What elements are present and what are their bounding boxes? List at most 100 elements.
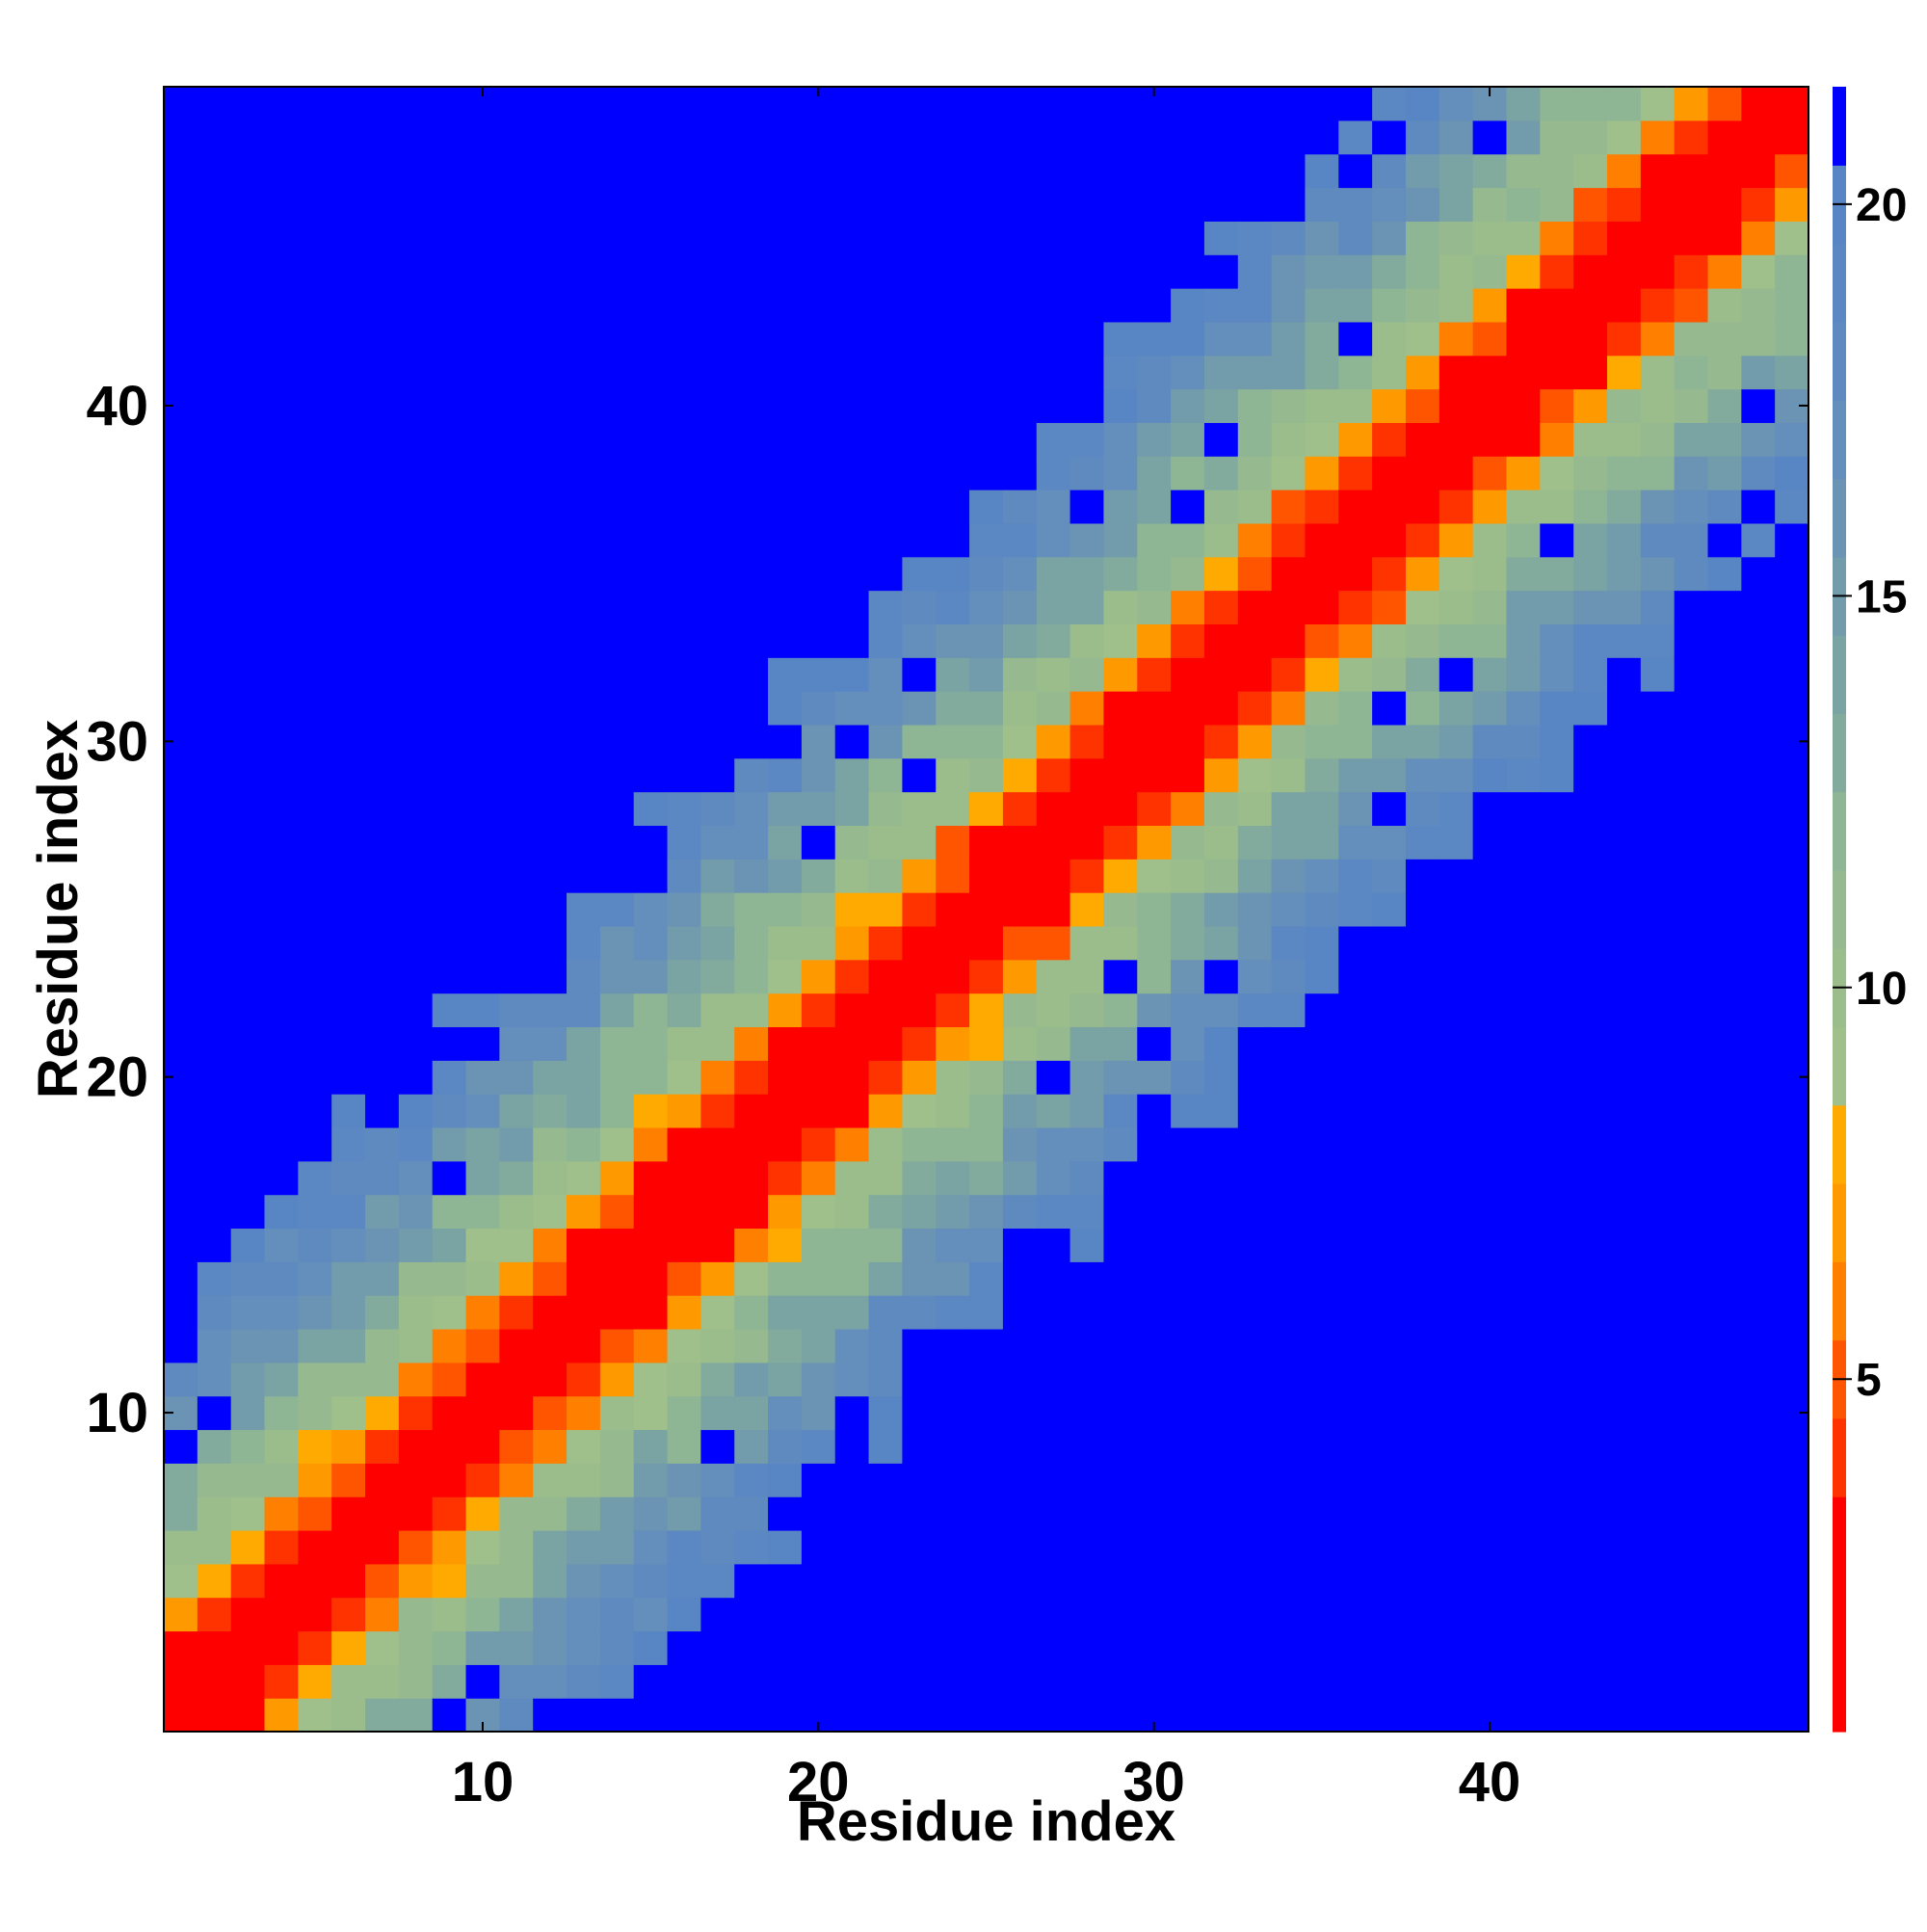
heatmap-cell: [1338, 724, 1373, 759]
heatmap-cell: [834, 153, 870, 189]
heatmap-cell: [1540, 1261, 1574, 1296]
heatmap-cell: [331, 1261, 366, 1296]
heatmap-cell: [1573, 221, 1608, 255]
heatmap-cell: [1540, 321, 1574, 357]
heatmap-cell: [801, 1597, 836, 1632]
heatmap-cell: [298, 757, 332, 793]
heatmap-cell: [1573, 1261, 1608, 1296]
heatmap-cell: [599, 1496, 635, 1531]
heatmap-cell: [1439, 1664, 1474, 1699]
heatmap-cell: [1573, 1563, 1608, 1599]
heatmap-cell: [432, 590, 467, 624]
heatmap-cell: [1405, 623, 1440, 658]
heatmap-cell: [834, 490, 870, 524]
heatmap-cell: [1069, 1295, 1105, 1330]
heatmap-cell: [902, 1698, 937, 1733]
heatmap-cell: [768, 187, 803, 222]
heatmap-cell: [465, 1094, 500, 1128]
heatmap-cell: [465, 388, 500, 423]
heatmap-cell: [1372, 757, 1407, 793]
heatmap-cell: [298, 1664, 332, 1699]
heatmap-cell: [230, 1026, 266, 1061]
heatmap-cell: [398, 355, 434, 390]
heatmap-cell: [1506, 355, 1541, 390]
heatmap-cell: [1405, 757, 1440, 793]
heatmap-cell: [1203, 959, 1239, 994]
heatmap-cell: [902, 724, 937, 759]
heatmap-cell: [1103, 691, 1138, 726]
heatmap-cell: [1472, 1060, 1508, 1095]
heatmap-cell: [1002, 556, 1038, 592]
colorbar-segment: [1833, 1183, 1846, 1262]
heatmap-cell: [1741, 892, 1776, 927]
heatmap-cell: [230, 1194, 266, 1230]
heatmap-cell: [331, 657, 366, 692]
heatmap-cell: [1002, 1395, 1038, 1431]
heatmap-cell: [264, 422, 299, 457]
heatmap-cell: [197, 1060, 232, 1095]
heatmap-cell: [1137, 1126, 1172, 1162]
heatmap-cell: [599, 422, 635, 457]
heatmap-cell: [801, 490, 836, 524]
heatmap-cell: [1372, 1630, 1407, 1665]
heatmap-cell: [1405, 1362, 1440, 1397]
heatmap-cell: [1741, 1563, 1776, 1599]
heatmap-cell: [1606, 456, 1642, 490]
heatmap-cell: [700, 556, 735, 592]
heatmap-cell: [700, 355, 735, 390]
heatmap-cell: [667, 757, 701, 793]
heatmap-cell: [902, 623, 937, 658]
heatmap-cell: [1002, 791, 1038, 827]
heatmap-cell: [1640, 623, 1676, 658]
heatmap-cell: [1573, 724, 1608, 759]
heatmap-cell: [734, 1126, 769, 1162]
heatmap-cell: [298, 456, 332, 490]
heatmap-cell: [365, 1362, 400, 1397]
heatmap-cell: [499, 691, 534, 726]
heatmap-cell: [1741, 1630, 1776, 1665]
heatmap-cell: [298, 355, 332, 390]
heatmap-cell: [1573, 892, 1608, 927]
heatmap-cell: [533, 388, 568, 423]
heatmap-cell: [1372, 490, 1407, 524]
heatmap-cell: [1540, 1463, 1574, 1497]
heatmap-cell: [1540, 1429, 1574, 1464]
heatmap-cell: [1338, 1496, 1373, 1531]
heatmap-cell: [969, 691, 1004, 726]
heatmap-cell: [1506, 1094, 1541, 1128]
heatmap-cell: [1573, 1194, 1608, 1230]
heatmap-cell: [902, 187, 937, 222]
heatmap-cell: [164, 1362, 198, 1397]
heatmap-cell: [734, 1529, 769, 1565]
heatmap-cell: [801, 522, 836, 558]
heatmap-cell: [936, 321, 970, 357]
heatmap-cell: [1741, 1060, 1776, 1095]
heatmap-cell: [1137, 1060, 1172, 1095]
heatmap-cell: [465, 1060, 500, 1095]
heatmap-cell: [667, 859, 701, 893]
heatmap-cell: [1103, 1126, 1138, 1162]
heatmap-cell: [1674, 490, 1709, 524]
heatmap-cell: [432, 1362, 467, 1397]
heatmap-cell: [465, 1563, 500, 1599]
heatmap-cell: [197, 1261, 232, 1296]
heatmap-cell: [801, 1261, 836, 1296]
heatmap-cell: [1640, 1698, 1676, 1733]
heatmap-cell: [1472, 422, 1508, 457]
heatmap-cell: [1305, 119, 1339, 155]
heatmap-cell: [432, 422, 467, 457]
heatmap-cell: [1707, 1194, 1742, 1230]
heatmap-cell: [1640, 1026, 1676, 1061]
heatmap-cell: [700, 1194, 735, 1230]
heatmap-cell: [1372, 221, 1407, 255]
heatmap-cell: [398, 522, 434, 558]
heatmap-cell: [1338, 1395, 1373, 1431]
heatmap-cell: [734, 1429, 769, 1464]
heatmap-cell: [700, 1529, 735, 1565]
heatmap-cell: [599, 1126, 635, 1162]
heatmap-cell: [1540, 355, 1574, 390]
heatmap-cell: [1036, 1026, 1071, 1061]
heatmap-cell: [902, 1026, 937, 1061]
heatmap-cell: [298, 859, 332, 893]
heatmap-cell: [902, 1228, 937, 1262]
